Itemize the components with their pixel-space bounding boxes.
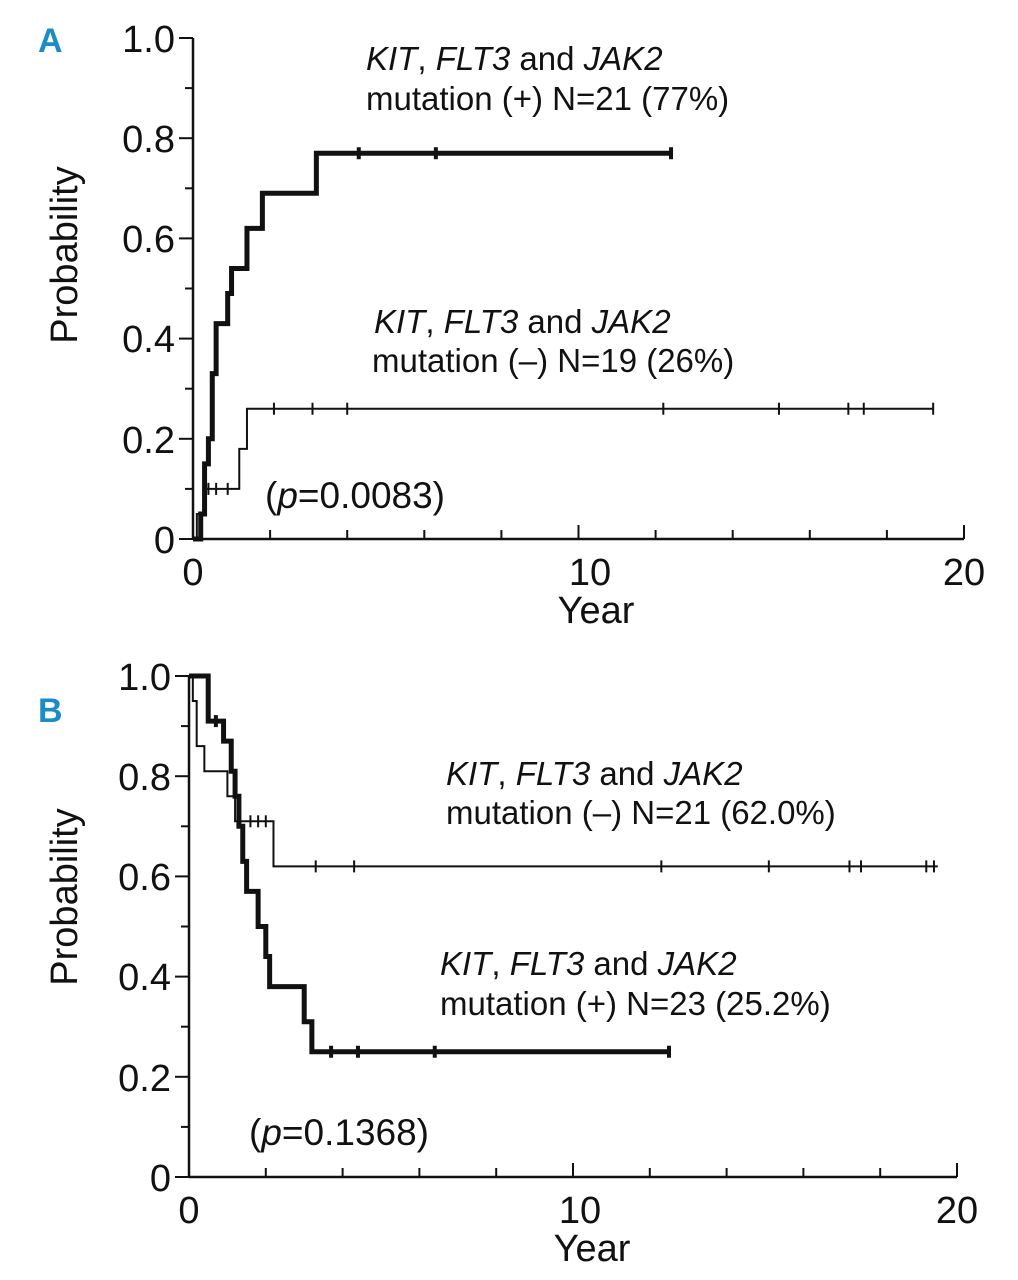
panel-a-label-mut-neg-line1: KIT, FLT3 and JAK2 — [374, 303, 671, 340]
panel-b-label-mut-pos-line2: mutation (+) N=23 (25.2%) — [440, 985, 831, 1022]
panel-b-ytick-0.4: 0.4 — [118, 957, 171, 999]
panel-a-curves — [193, 147, 935, 542]
panel-a-ytick-0.2: 0.2 — [122, 420, 175, 462]
panel-b-ylabel: Probability — [44, 808, 86, 985]
panel-b-series-1-curve — [189, 673, 669, 1055]
panel-a-xtick-20: 20 — [943, 552, 985, 594]
panel-b-label-mut-neg-line2: mutation (–) N=21 (62.0%) — [446, 794, 836, 831]
panel-a-series-1-curve — [193, 407, 934, 540]
panel-a-ytick-0.4: 0.4 — [122, 319, 175, 361]
panel-b-label-mut-pos-line1: KIT, FLT3 and JAK2 — [440, 945, 737, 982]
panel-b-xtick-10: 10 — [559, 1190, 601, 1232]
panel-b-ytick-1.0: 1.0 — [118, 657, 171, 699]
panel-a-xlabel: Year — [558, 590, 635, 632]
panel-b-xlabel: Year — [554, 1228, 631, 1270]
panel-a-ytick-0: 0 — [154, 520, 175, 562]
panel-a-ticks — [179, 37, 965, 540]
panel-b-ytick-0.2: 0.2 — [118, 1058, 171, 1100]
panel-a-ylabel: Probability — [44, 166, 86, 343]
panel-b-xtick-0: 0 — [178, 1190, 199, 1232]
panel-b-ticks — [175, 675, 958, 1178]
panel-b-ytick-0.6: 0.6 — [118, 857, 171, 899]
panel-a-letter: A — [38, 22, 63, 60]
panel-a: A 0 0.2 0.4 0.6 0.8 1.0 0 10 20 Year Pro… — [38, 19, 985, 632]
panel-a-label-mut-pos-line1: KIT, FLT3 and JAK2 — [366, 40, 663, 77]
panel-b-ytick-0.8: 0.8 — [118, 757, 171, 799]
panel-a-xtick-0: 0 — [182, 552, 203, 594]
panel-a-ytick-0.6: 0.6 — [122, 219, 175, 261]
panel-b-letter: B — [38, 692, 63, 730]
panel-b-xtick-20: 20 — [936, 1190, 978, 1232]
panel-b-series-0-curve — [189, 675, 938, 868]
panel-b-y-tick-labels: 0 0.2 0.4 0.6 0.8 1.0 — [118, 657, 171, 1200]
panel-b-label-mut-neg-line1: KIT, FLT3 and JAK2 — [446, 755, 743, 792]
panel-a-y-tick-labels: 0 0.2 0.4 0.6 0.8 1.0 — [122, 19, 175, 562]
panel-b-curves — [189, 673, 938, 1058]
panel-b-p-value: (p=0.1368) — [249, 1112, 429, 1153]
panel-a-label-mut-pos-line2: mutation (+) N=21 (77%) — [366, 80, 729, 117]
panel-b-ytick-0: 0 — [150, 1158, 171, 1200]
panel-a-x-tick-labels: 0 10 20 — [182, 552, 985, 594]
panel-a-ytick-0.8: 0.8 — [122, 119, 175, 161]
panel-a-p-value: (p=0.0083) — [265, 475, 445, 516]
panel-b: B 0 0.2 0.4 0.6 0.8 1.0 0 10 20 Year Pro… — [38, 657, 978, 1270]
panel-a-ytick-1.0: 1.0 — [122, 19, 175, 61]
panel-a-label-mut-neg-line2: mutation (–) N=19 (26%) — [372, 342, 734, 379]
panel-b-x-tick-labels: 0 10 20 — [178, 1190, 978, 1232]
panel-a-xtick-10: 10 — [569, 552, 611, 594]
